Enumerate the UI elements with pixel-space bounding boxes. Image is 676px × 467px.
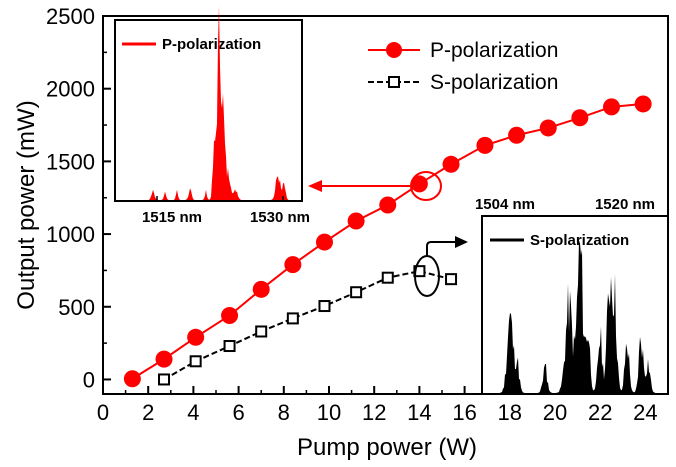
p-point [634,95,652,113]
p-point [603,98,620,116]
s-point [445,273,458,286]
s-point [381,271,394,284]
legend-s-label: S-polarization [430,71,558,94]
p-point [252,280,270,298]
annotation-p-ellipse [410,171,442,201]
x-tick-label: 10 [317,400,341,425]
legend-p-marker [386,42,402,58]
legend: P-polarization S-polarization [368,39,558,94]
annotation-p [308,171,442,201]
p-point [508,126,526,144]
x-tick-label: 22 [588,400,612,425]
p-point [187,328,205,346]
p-point [123,370,141,388]
annotation-s-arrow [426,241,455,256]
series-s-line [163,270,452,381]
s-point [286,312,299,325]
p-point [155,350,173,368]
x-tick-label: 4 [187,400,199,425]
s-point [189,355,202,368]
y-tick-label: 2000 [46,77,95,102]
p-point [284,256,302,274]
p-point [347,212,365,230]
y-tick-label: 1000 [46,222,95,247]
s-point [350,286,363,299]
inset-s-top-label-1: 1504 nm [475,196,535,213]
plot-frame [102,15,669,395]
series-p-polarization [123,95,652,388]
x-tick-label: 16 [452,400,476,425]
y-axis-title: Output power (mW) [13,100,40,309]
x-axis: 0 2 4 6 8 10 12 14 16 18 20 22 24 [97,386,658,425]
p-point [410,175,428,193]
p-point [221,306,239,324]
inset-p-tick-label-2: 1530 nm [250,209,310,226]
inset-s-spectrum [484,240,666,393]
x-tick-label: 24 [633,400,657,425]
inset-s-polarization: 1504 nm 1520 nm S-polarization [475,196,669,395]
x-tick-label: 6 [232,400,244,425]
inset-p-polarization: P-polarization 1515 nm 1530 nm [114,5,310,226]
inset-s-legend-label: S-polarization [530,232,629,249]
s-point [255,325,268,338]
legend-s-marker [388,76,400,88]
inset-p-legend-label: P-polarization [162,36,261,53]
x-tick-label: 8 [278,400,290,425]
p-point [442,155,460,173]
p-point [315,233,333,251]
x-tick-label: 14 [407,400,431,425]
x-tick-label: 0 [97,400,109,425]
y-tick-label: 1500 [46,149,95,174]
inset-p-tick-label-1: 1515 nm [142,209,202,226]
x-axis-title: Pump power (W) [297,434,477,461]
p-point [476,136,494,154]
inset-s-top-label-2: 1520 nm [595,196,655,213]
p-point [539,119,557,137]
p-point [379,196,397,214]
annotation-s-arrowhead [455,236,468,248]
s-point [318,300,331,313]
p-point [571,109,589,127]
legend-p-label: P-polarization [430,39,558,62]
y-tick-label: 2500 [46,4,95,29]
series-s-polarization [158,265,458,386]
s-point [158,373,171,386]
s-point [223,340,236,353]
x-tick-label: 2 [142,400,154,425]
y-tick-label: 0 [83,367,95,392]
x-tick-label: 18 [498,400,522,425]
y-tick-label: 500 [58,295,95,320]
x-tick-label: 20 [543,400,567,425]
annotation-s [414,236,468,297]
inset-p-frame [114,19,303,202]
annotation-p-arrowhead [308,180,322,192]
x-tick-label: 12 [362,400,386,425]
y-axis: 0 500 1000 1500 2000 2500 [46,4,111,392]
